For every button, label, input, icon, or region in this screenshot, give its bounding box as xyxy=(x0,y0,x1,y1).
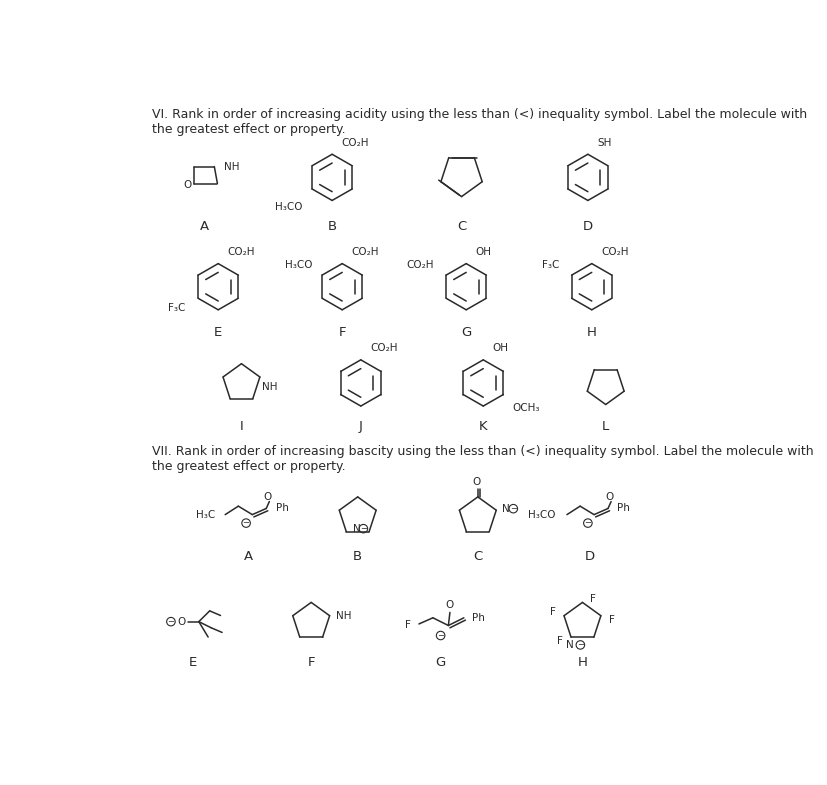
Text: CO₂H: CO₂H xyxy=(370,343,397,353)
Text: Ph: Ph xyxy=(617,503,629,513)
Text: B: B xyxy=(352,550,362,563)
Text: −: − xyxy=(509,504,516,513)
Text: H: H xyxy=(576,656,586,669)
Text: −: − xyxy=(437,631,443,640)
Text: F: F xyxy=(404,620,411,630)
Text: −: − xyxy=(242,519,249,528)
Text: OH: OH xyxy=(475,247,491,257)
Text: OH: OH xyxy=(492,343,508,353)
Text: H: H xyxy=(586,327,596,339)
Text: Ph: Ph xyxy=(471,613,484,623)
Text: F₃C: F₃C xyxy=(541,260,558,270)
Text: −: − xyxy=(167,617,174,626)
Text: Ph: Ph xyxy=(275,503,288,513)
Text: SH: SH xyxy=(596,137,611,148)
Text: B: B xyxy=(327,220,337,233)
Text: E: E xyxy=(214,327,222,339)
Text: H₃C: H₃C xyxy=(196,509,215,520)
Text: F: F xyxy=(590,593,595,604)
Text: E: E xyxy=(189,656,197,669)
Text: F: F xyxy=(307,656,314,669)
Text: NH: NH xyxy=(261,382,277,392)
Text: N: N xyxy=(502,504,509,513)
Text: K: K xyxy=(478,420,487,433)
Text: O: O xyxy=(184,180,192,190)
Text: J: J xyxy=(358,420,362,433)
Text: CO₂H: CO₂H xyxy=(351,247,379,257)
Text: −: − xyxy=(360,524,366,533)
Text: H₃CO: H₃CO xyxy=(285,260,313,270)
Text: VII. Rank in order of increasing bascity using the less than (<) inequality symb: VII. Rank in order of increasing bascity… xyxy=(152,444,813,473)
Text: N: N xyxy=(352,524,360,535)
Text: A: A xyxy=(199,220,208,233)
Text: CO₂H: CO₂H xyxy=(341,137,369,148)
Text: D: D xyxy=(585,550,595,563)
Text: O: O xyxy=(471,476,480,487)
Text: −: − xyxy=(584,519,590,528)
Text: O: O xyxy=(605,492,613,502)
Text: NH: NH xyxy=(223,162,239,172)
Text: C: C xyxy=(457,220,466,233)
Text: VI. Rank in order of increasing acidity using the less than (<) inequality symbo: VI. Rank in order of increasing acidity … xyxy=(152,108,806,136)
Text: L: L xyxy=(601,420,609,433)
Text: −: − xyxy=(576,641,583,649)
Text: C: C xyxy=(472,550,482,563)
Text: F: F xyxy=(608,615,614,625)
Text: I: I xyxy=(239,420,243,433)
Text: F: F xyxy=(550,607,556,617)
Text: H₃CO: H₃CO xyxy=(275,202,303,212)
Text: O: O xyxy=(263,492,271,502)
Text: CO₂H: CO₂H xyxy=(227,247,255,257)
Text: NH: NH xyxy=(336,611,351,621)
Text: F₃C: F₃C xyxy=(168,303,185,313)
Text: F: F xyxy=(338,327,346,339)
Text: N: N xyxy=(565,640,572,650)
Text: G: G xyxy=(461,327,471,339)
Text: OCH₃: OCH₃ xyxy=(512,403,539,413)
Text: H₃CO: H₃CO xyxy=(527,509,555,520)
Text: A: A xyxy=(244,550,253,563)
Text: O: O xyxy=(178,617,186,626)
Text: D: D xyxy=(582,220,592,233)
Text: G: G xyxy=(435,656,445,669)
Text: F: F xyxy=(557,636,562,646)
Text: CO₂H: CO₂H xyxy=(406,260,433,270)
Text: O: O xyxy=(445,600,453,610)
Text: CO₂H: CO₂H xyxy=(600,247,628,257)
